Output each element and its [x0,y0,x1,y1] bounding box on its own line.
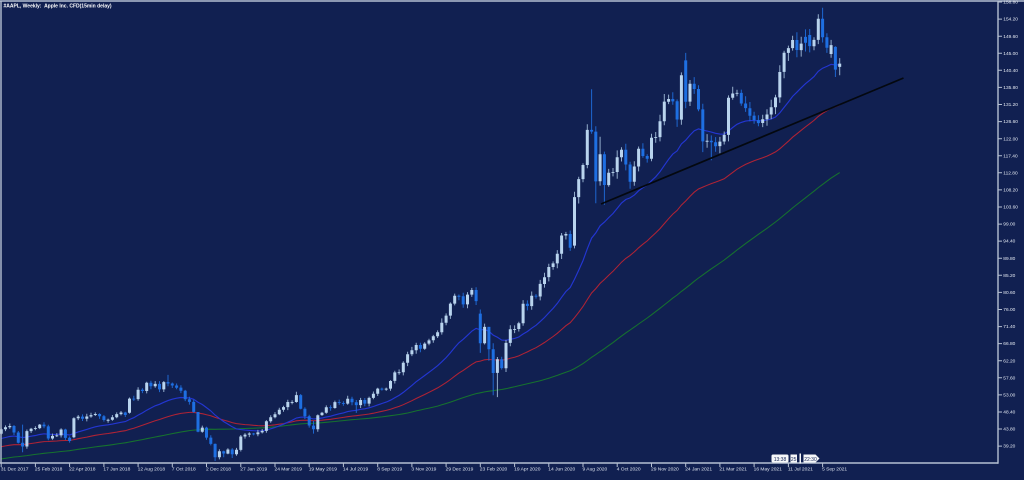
svg-text:16 May 2021: 16 May 2021 [754,467,783,473]
svg-text:62.20: 62.20 [1003,358,1015,364]
svg-text:13:38: 13:38 [774,457,787,463]
svg-text:29 Dec 2019: 29 Dec 2019 [446,467,474,473]
svg-text:19 May 2019: 19 May 2019 [309,467,338,473]
svg-text:29 Nov 2020: 29 Nov 2020 [651,467,679,473]
svg-text:24 Jan 2021: 24 Jan 2021 [685,467,712,473]
svg-text:25: 25 [791,457,797,463]
svg-text:149.60: 149.60 [1003,34,1018,40]
svg-text:23 Feb 2020: 23 Feb 2020 [480,467,508,473]
svg-text:14 Jun 2020: 14 Jun 2020 [548,467,575,473]
svg-text:43.80: 43.80 [1003,427,1015,433]
svg-text:8 Sep 2019: 8 Sep 2019 [377,467,402,473]
svg-text:14 Jul 2019: 14 Jul 2019 [343,467,369,473]
svg-text:11 Jul 2021: 11 Jul 2021 [788,467,813,473]
svg-text:25 Feb 2018: 25 Feb 2018 [35,467,63,473]
svg-text:122.00: 122.00 [1003,136,1018,142]
svg-text:22:30: 22:30 [804,457,817,463]
svg-text:145.00: 145.00 [1003,51,1018,57]
svg-text:80.60: 80.60 [1003,290,1015,296]
svg-text:5 Sep 2021: 5 Sep 2021 [822,467,847,473]
svg-text:117.40: 117.40 [1003,153,1018,159]
svg-text:71.40: 71.40 [1003,324,1015,330]
svg-text:112.80: 112.80 [1003,170,1018,176]
svg-text:12 Aug 2018: 12 Aug 2018 [138,467,166,473]
svg-text:135.80: 135.80 [1003,85,1018,91]
svg-text:17 Jun 2018: 17 Jun 2018 [103,467,130,473]
svg-text:99.00: 99.00 [1003,222,1015,228]
svg-text:21 Mar 2021: 21 Mar 2021 [719,467,747,473]
svg-text:158.80: 158.80 [1003,0,1018,6]
svg-text:4 Oct 2020: 4 Oct 2020 [617,467,641,473]
svg-text:27 Jan 2019: 27 Jan 2019 [240,467,267,473]
svg-text:126.60: 126.60 [1003,119,1018,125]
svg-text:9 Aug 2020: 9 Aug 2020 [583,467,608,473]
svg-text:31 Dec 2017: 31 Dec 2017 [1,467,29,473]
svg-text:108.20: 108.20 [1003,188,1018,194]
svg-text:19 Apr 2020: 19 Apr 2020 [514,467,541,473]
svg-text:24 Mar 2019: 24 Mar 2019 [275,467,303,473]
svg-text:22 Apr 2018: 22 Apr 2018 [69,467,96,473]
svg-text:3 Nov 2019: 3 Nov 2019 [411,467,436,473]
svg-text:66.80: 66.80 [1003,341,1015,347]
svg-text:7 Oct 2018: 7 Oct 2018 [172,467,196,473]
svg-text:103.60: 103.60 [1003,205,1018,211]
svg-text:89.80: 89.80 [1003,256,1015,262]
svg-text:154.20: 154.20 [1003,17,1018,23]
svg-text:48.40: 48.40 [1003,410,1015,416]
svg-text:53.00: 53.00 [1003,393,1015,399]
svg-text:76.00: 76.00 [1003,307,1015,313]
svg-text:39.20: 39.20 [1003,444,1015,450]
svg-text:#AAPL, Weekly: Apple Inc. CFD: #AAPL, Weekly: Apple Inc. CFD(15min dela… [4,3,112,9]
svg-text:57.60: 57.60 [1003,375,1015,381]
svg-text:2 Dec 2018: 2 Dec 2018 [206,467,231,473]
svg-text:85.20: 85.20 [1003,273,1015,279]
svg-text:94.40: 94.40 [1003,239,1015,245]
svg-text:140.40: 140.40 [1003,68,1018,74]
svg-text:131.20: 131.20 [1003,102,1018,108]
